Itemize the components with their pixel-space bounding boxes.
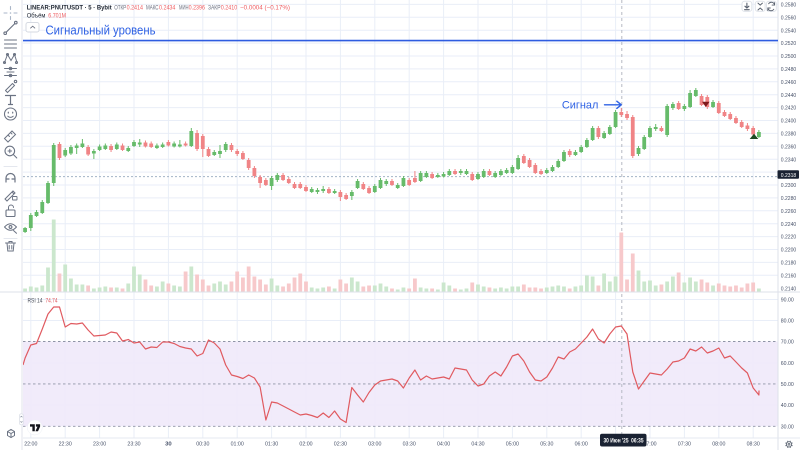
svg-text:0.2160: 0.2160 — [781, 273, 797, 279]
svg-text:0.2300: 0.2300 — [781, 183, 797, 189]
svg-text:22:00: 22:00 — [24, 441, 38, 447]
svg-text:01:30: 01:30 — [265, 441, 279, 447]
svg-text:80.00: 80.00 — [781, 319, 795, 325]
svg-text:0.2140: 0.2140 — [781, 286, 797, 292]
svg-text:0.2200: 0.2200 — [781, 248, 797, 254]
svg-text:07:30: 07:30 — [678, 441, 692, 447]
svg-text:05:30: 05:30 — [540, 441, 554, 447]
svg-text:0.2180: 0.2180 — [781, 261, 797, 267]
svg-text:07:00: 07:00 — [643, 441, 657, 447]
svg-text:00:30: 00:30 — [196, 441, 210, 447]
svg-text:0.2460: 0.2460 — [781, 80, 797, 86]
svg-text:0.2280: 0.2280 — [781, 196, 797, 202]
svg-text:Объём: Объём — [27, 14, 46, 20]
svg-text:0.2440: 0.2440 — [781, 93, 797, 99]
svg-text:02:30: 02:30 — [334, 441, 348, 447]
svg-text:04:00: 04:00 — [437, 441, 451, 447]
svg-text:0.2220: 0.2220 — [781, 235, 797, 241]
svg-text:0.2420: 0.2420 — [781, 106, 797, 112]
svg-text:0.2260: 0.2260 — [781, 209, 797, 215]
svg-text:40.00: 40.00 — [781, 403, 795, 409]
svg-text:LINEAR:PNUTUSDT · 5 · Bybit: LINEAR:PNUTUSDT · 5 · Bybit — [27, 4, 113, 11]
svg-text:МИН: МИН — [179, 5, 189, 11]
svg-text:04:30: 04:30 — [471, 441, 485, 447]
svg-text:Сигнал: Сигнал — [562, 100, 599, 112]
svg-text:30.00: 30.00 — [781, 424, 795, 430]
svg-text:МАКС: МАКС — [146, 5, 159, 11]
svg-text:0.2240: 0.2240 — [781, 222, 797, 228]
svg-text:0.2500: 0.2500 — [781, 54, 797, 60]
svg-text:05:00: 05:00 — [506, 441, 520, 447]
svg-text:50.00: 50.00 — [781, 382, 795, 388]
svg-text:70.00: 70.00 — [781, 340, 795, 346]
svg-text:0.2414: 0.2414 — [127, 5, 144, 11]
svg-text:6.701M: 6.701M — [48, 14, 66, 20]
svg-text:RSI 14: RSI 14 — [28, 298, 44, 304]
svg-text:0.2380: 0.2380 — [781, 132, 797, 138]
svg-text:0.2410: 0.2410 — [221, 5, 238, 11]
svg-text:0.2400: 0.2400 — [781, 119, 797, 125]
svg-text:0.2434: 0.2434 — [159, 5, 176, 11]
svg-text:22:30: 22:30 — [59, 441, 73, 447]
svg-text:0.2540: 0.2540 — [781, 28, 797, 34]
svg-text:30: 30 — [165, 441, 172, 447]
svg-text:06:00: 06:00 — [575, 441, 589, 447]
svg-text:03:00: 03:00 — [368, 441, 382, 447]
svg-text:0.2480: 0.2480 — [781, 67, 797, 73]
svg-text:−0.0004 (−0.17%): −0.0004 (−0.17%) — [240, 5, 290, 11]
svg-text:0.2520: 0.2520 — [781, 41, 797, 47]
svg-text:74.74: 74.74 — [46, 298, 59, 304]
svg-text:Сигнальный уровень: Сигнальный уровень — [46, 24, 156, 38]
svg-text:02:00: 02:00 — [299, 441, 313, 447]
svg-text:ЗАКР: ЗАКР — [208, 5, 221, 11]
svg-text:0.2580: 0.2580 — [781, 3, 797, 9]
svg-text:0.2360: 0.2360 — [781, 144, 797, 150]
svg-text:01:00: 01:00 — [231, 441, 245, 447]
svg-text:23:00: 23:00 — [93, 441, 107, 447]
svg-text:90.00: 90.00 — [781, 298, 795, 304]
svg-text:60.00: 60.00 — [781, 361, 795, 367]
svg-text:03:30: 03:30 — [403, 441, 417, 447]
svg-text:0.2396: 0.2396 — [189, 5, 206, 11]
svg-text:30 Июн '25 06:35: 30 Июн '25 06:35 — [604, 439, 645, 445]
svg-text:0.2318: 0.2318 — [781, 173, 797, 179]
svg-text:08:00: 08:00 — [712, 441, 726, 447]
svg-text:08:30: 08:30 — [747, 441, 761, 447]
svg-text:ОТКР: ОТКР — [114, 5, 126, 11]
svg-text:0.2560: 0.2560 — [781, 15, 797, 21]
svg-text:23:30: 23:30 — [127, 441, 141, 447]
svg-text:0.2340: 0.2340 — [781, 157, 797, 163]
